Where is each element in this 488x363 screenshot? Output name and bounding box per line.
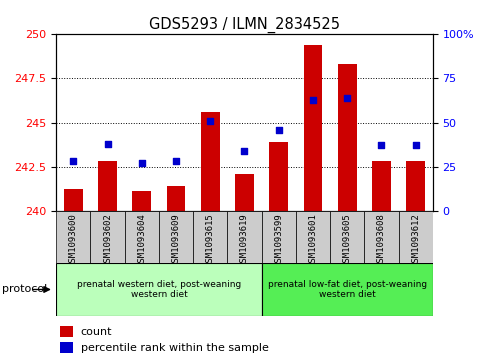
Bar [337, 64, 356, 211]
Text: protocol: protocol [2, 285, 48, 294]
Bar [295, 211, 329, 263]
Text: GDS5293 / ILMN_2834525: GDS5293 / ILMN_2834525 [149, 16, 339, 33]
Point [240, 148, 248, 154]
Bar [261, 263, 432, 316]
Bar [159, 211, 193, 263]
Bar [398, 211, 432, 263]
Text: GSM1093600: GSM1093600 [69, 213, 78, 267]
Bar [193, 211, 227, 263]
Bar [269, 142, 287, 211]
Bar [227, 211, 261, 263]
Bar [166, 186, 185, 211]
Bar [371, 161, 390, 211]
Bar [261, 211, 295, 263]
Bar [60, 326, 73, 338]
Point [172, 158, 180, 164]
Bar [303, 45, 322, 211]
Bar [132, 191, 151, 211]
Text: GSM1093615: GSM1093615 [205, 213, 214, 267]
Point [274, 127, 282, 132]
Text: GSM1093599: GSM1093599 [274, 213, 283, 267]
Point [411, 143, 419, 148]
Bar [329, 211, 364, 263]
Text: count: count [81, 327, 112, 337]
Bar [124, 211, 159, 263]
Text: GSM1093608: GSM1093608 [376, 213, 385, 267]
Point [308, 97, 316, 102]
Bar [56, 211, 90, 263]
Point [103, 141, 111, 147]
Text: GSM1093601: GSM1093601 [308, 213, 317, 267]
Text: prenatal western diet, post-weaning
western diet: prenatal western diet, post-weaning west… [77, 280, 241, 299]
Point [206, 118, 214, 124]
Text: GSM1093612: GSM1093612 [410, 213, 419, 267]
Point [69, 158, 77, 164]
Point [377, 143, 385, 148]
Bar [364, 211, 398, 263]
Bar [98, 161, 117, 211]
Bar [90, 211, 124, 263]
Bar [235, 174, 253, 211]
Text: GSM1093619: GSM1093619 [240, 213, 248, 267]
Point [138, 160, 145, 166]
Bar [406, 161, 424, 211]
Bar [60, 342, 73, 354]
Point [343, 95, 350, 101]
Text: GSM1093609: GSM1093609 [171, 213, 180, 267]
Bar [56, 263, 261, 316]
Text: prenatal low-fat diet, post-weaning
western diet: prenatal low-fat diet, post-weaning west… [267, 280, 426, 299]
Text: GSM1093602: GSM1093602 [103, 213, 112, 267]
Bar [201, 112, 219, 211]
Bar [64, 189, 82, 211]
Text: GSM1093604: GSM1093604 [137, 213, 146, 267]
Text: percentile rank within the sample: percentile rank within the sample [81, 343, 268, 353]
Text: GSM1093605: GSM1093605 [342, 213, 351, 267]
